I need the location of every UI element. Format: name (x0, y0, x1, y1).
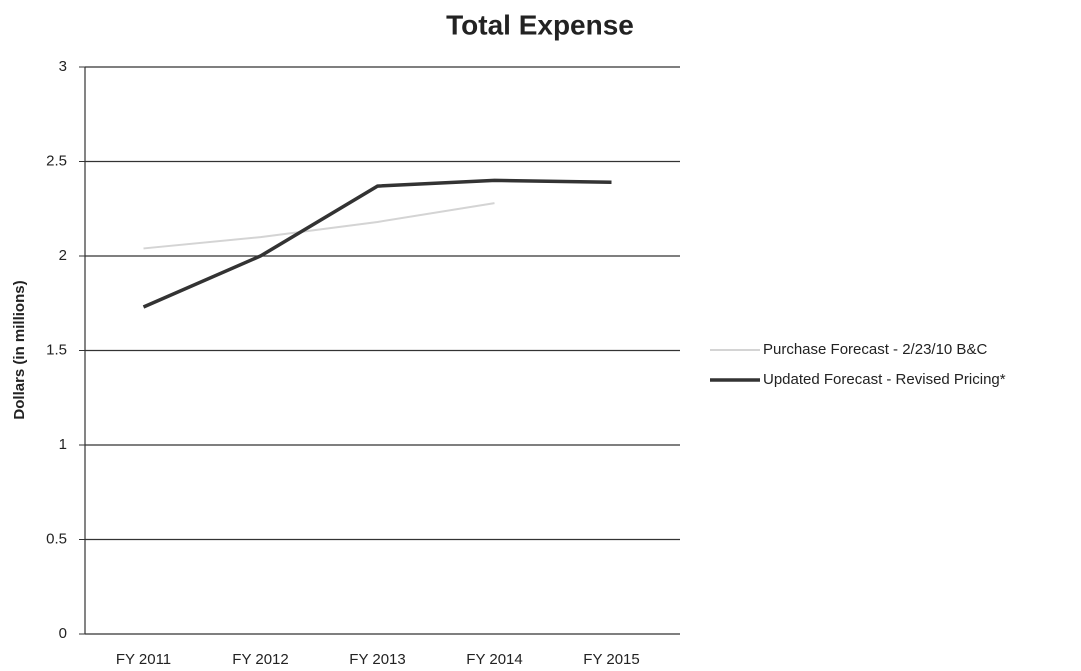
x-tick-label: FY 2011 (116, 651, 171, 668)
x-tick-label: FY 2015 (583, 651, 639, 668)
y-tick-label: 1.5 (46, 341, 67, 358)
y-tick-label: 0.5 (46, 530, 67, 547)
series-line (143, 202, 495, 250)
y-tick-label: 2.5 (46, 152, 67, 169)
chart-title: Total Expense (446, 9, 634, 40)
x-tick-label: FY 2014 (466, 651, 522, 668)
x-tick-label: FY 2012 (232, 651, 288, 668)
y-tick-label: 0 (59, 625, 67, 642)
series-line (142, 178, 612, 309)
legend-label: Updated Forecast - Revised Pricing* (763, 371, 1006, 388)
y-axis-label: Dollars (in millions) (11, 280, 28, 419)
y-tick-label: 2 (59, 247, 67, 264)
x-tick-label: FY 2013 (349, 651, 405, 668)
y-tick-label: 1 (59, 436, 67, 453)
legend-label: Purchase Forecast - 2/23/10 B&C (763, 341, 987, 358)
y-tick-label: 3 (59, 58, 67, 75)
